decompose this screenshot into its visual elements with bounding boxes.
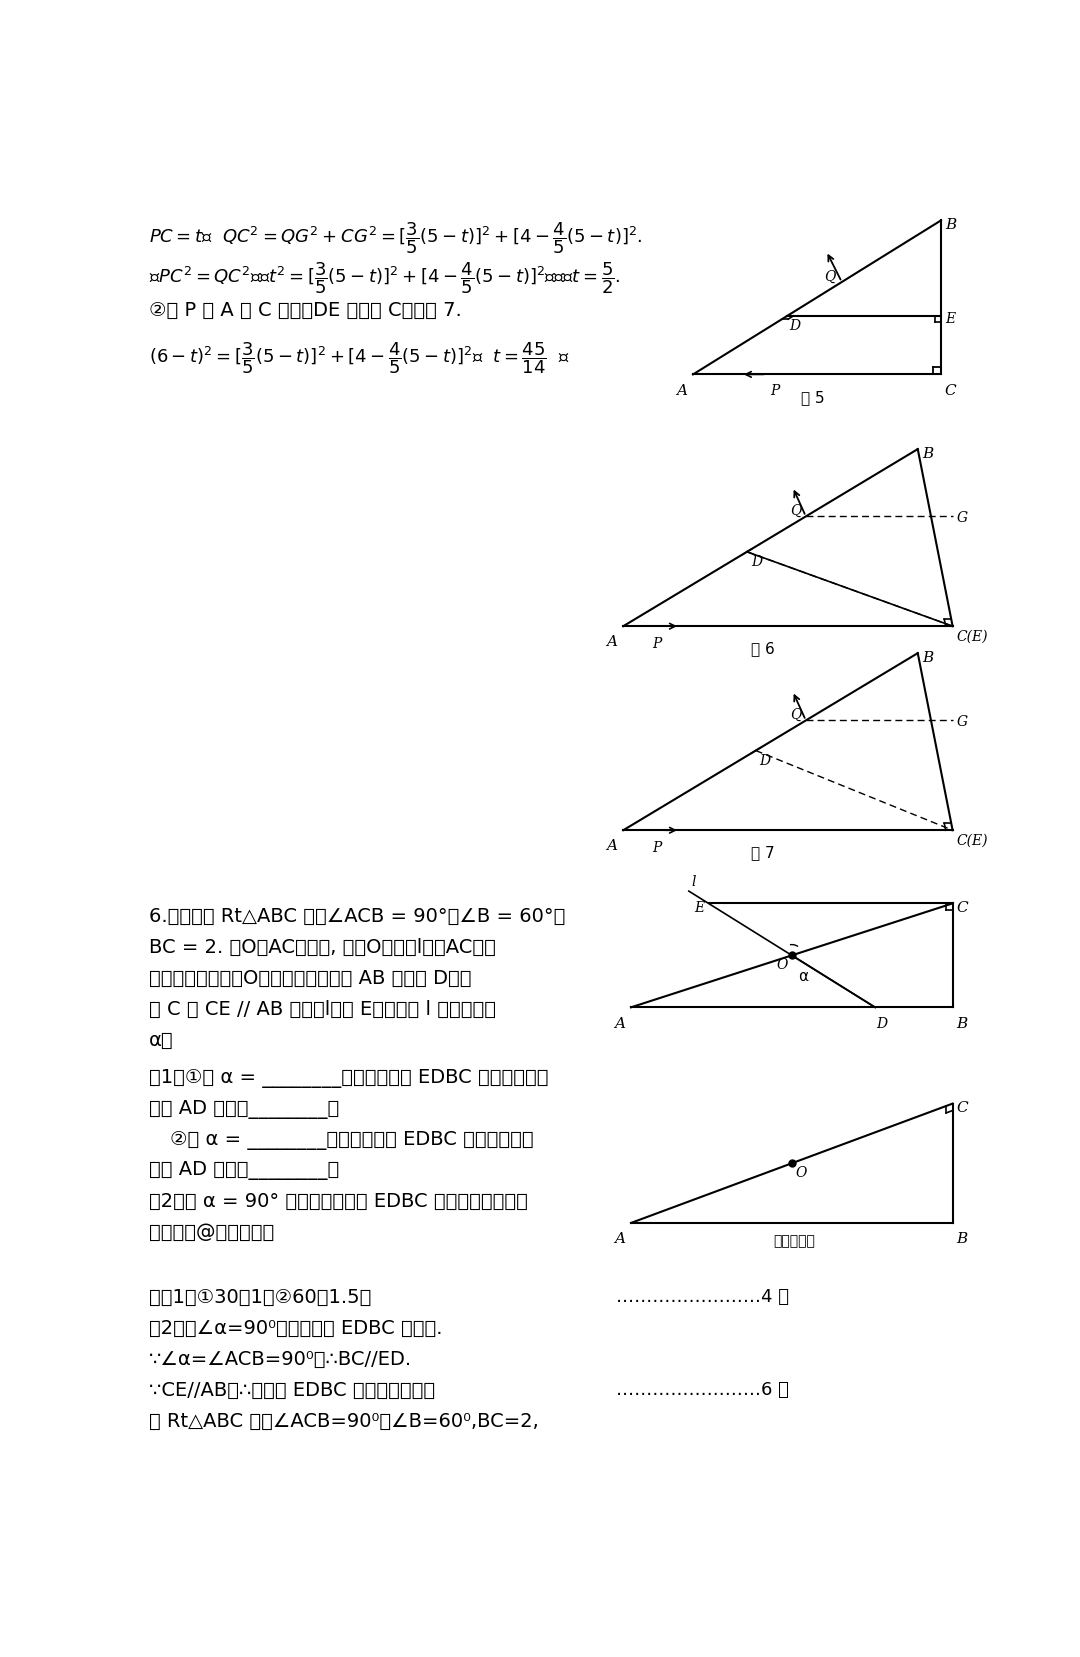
Text: BC = 2. 点O是AC的中点, 过点O的直线l从与AC重合: BC = 2. 点O是AC的中点, 过点O的直线l从与AC重合 bbox=[149, 938, 496, 958]
Text: A: A bbox=[613, 1017, 625, 1031]
Text: B: B bbox=[957, 1233, 968, 1246]
Text: A: A bbox=[606, 635, 617, 650]
Text: 明理由．@简单初中生: 明理由．@简单初中生 bbox=[149, 1223, 274, 1243]
Text: 的位置开始，绕点O作逆时针旋转，交 AB 边于点 D．过: 的位置开始，绕点O作逆时针旋转，交 AB 边于点 D．过 bbox=[149, 969, 472, 988]
Text: C(E): C(E) bbox=[957, 630, 988, 643]
Text: D: D bbox=[877, 1017, 888, 1031]
Text: α．: α． bbox=[149, 1031, 174, 1049]
Text: ∵∠α=∠ACB=90⁰，∴BC//ED.: ∵∠α=∠ACB=90⁰，∴BC//ED. bbox=[149, 1350, 413, 1369]
Text: E: E bbox=[945, 312, 955, 326]
Text: D: D bbox=[789, 318, 800, 333]
Text: 此时 AD 的长为________；: 此时 AD 的长为________； bbox=[149, 1100, 339, 1118]
Text: 图 5: 图 5 bbox=[801, 389, 825, 404]
Text: A: A bbox=[606, 840, 617, 853]
Text: G: G bbox=[957, 714, 968, 729]
Text: O: O bbox=[796, 1165, 807, 1180]
Text: D: D bbox=[751, 555, 762, 568]
Text: A: A bbox=[613, 1233, 625, 1246]
Text: （2）当∠α=90⁰时，四边形 EDBC 是菱形.: （2）当∠α=90⁰时，四边形 EDBC 是菱形. bbox=[149, 1319, 443, 1339]
Text: A: A bbox=[676, 384, 687, 398]
Text: B: B bbox=[946, 219, 957, 232]
Text: 图 6: 图 6 bbox=[751, 641, 774, 656]
Text: E: E bbox=[694, 901, 704, 915]
Text: （备用图）: （备用图） bbox=[773, 1234, 814, 1248]
Text: ②当 α = ________度时，四边形 EDBC 是直角梯形，: ②当 α = ________度时，四边形 EDBC 是直角梯形， bbox=[170, 1130, 534, 1150]
Text: P: P bbox=[770, 384, 780, 398]
Text: （2）当 α = 90° 时，判断四边形 EDBC 是否为菱形，并说: （2）当 α = 90° 时，判断四边形 EDBC 是否为菱形，并说 bbox=[149, 1191, 528, 1211]
Text: α: α bbox=[798, 969, 808, 984]
Text: 图 7: 图 7 bbox=[751, 845, 774, 860]
Text: $PC=t$，  $QC^2=QG^2+CG^2=[\dfrac{3}{5}(5-t)]^2+[4-\dfrac{4}{5}(5-t)]^2$.: $PC=t$， $QC^2=QG^2+CG^2=[\dfrac{3}{5}(5-… bbox=[149, 220, 643, 257]
Text: ……………………6 分: ……………………6 分 bbox=[616, 1380, 788, 1399]
Text: B: B bbox=[922, 447, 933, 461]
Text: l: l bbox=[692, 875, 697, 888]
Text: P: P bbox=[652, 842, 662, 855]
Text: B: B bbox=[922, 651, 933, 664]
Text: 此时 AD 的长为________；: 此时 AD 的长为________； bbox=[149, 1162, 339, 1180]
Text: ∵CE//AB，∴四边形 EDBC 是平行四边形．: ∵CE//AB，∴四边形 EDBC 是平行四边形． bbox=[149, 1380, 435, 1400]
Text: O: O bbox=[777, 958, 788, 971]
Text: $(6-t)^2=[\dfrac{3}{5}(5-t)]^2+[4-\dfrac{4}{5}(5-t)]^2$，  $t=\dfrac{45}{14}$  】: $(6-t)^2=[\dfrac{3}{5}(5-t)]^2+[4-\dfrac… bbox=[149, 341, 570, 376]
Text: C: C bbox=[945, 384, 957, 398]
Text: C(E): C(E) bbox=[957, 833, 988, 847]
Text: C: C bbox=[957, 1102, 968, 1115]
Text: 解（1）①30，1；②60，1.5；: 解（1）①30，1；②60，1.5； bbox=[149, 1289, 372, 1307]
Text: Q: Q bbox=[789, 504, 801, 519]
Text: 点 C 作 CE // AB 交直线l于点 E，设直线 l 的旋转角为: 点 C 作 CE // AB 交直线l于点 E，设直线 l 的旋转角为 bbox=[149, 999, 496, 1019]
Text: G: G bbox=[957, 510, 968, 525]
Text: ②点 P 由 A 向 C 运动，DE 经过点 C，如图 7.: ②点 P 由 A 向 C 运动，DE 经过点 C，如图 7. bbox=[149, 300, 462, 320]
Text: D: D bbox=[759, 754, 771, 767]
Text: P: P bbox=[652, 636, 662, 651]
Text: 在 Rt△ABC 中，∠ACB=90⁰，∠B=60⁰,BC=2,: 在 Rt△ABC 中，∠ACB=90⁰，∠B=60⁰,BC=2, bbox=[149, 1412, 539, 1430]
Text: ……………………4 分: ……………………4 分 bbox=[616, 1289, 788, 1306]
Text: C: C bbox=[957, 901, 968, 915]
Text: 由$PC^2=QC^2$，得$t^2=[\dfrac{3}{5}(5-t)]^2+[4-\dfrac{4}{5}(5-t)]^2$，解得$t=\dfrac{5}: 由$PC^2=QC^2$，得$t^2=[\dfrac{3}{5}(5-t)]^2… bbox=[149, 260, 621, 297]
Text: B: B bbox=[957, 1017, 968, 1031]
Text: 6.如图，在 Rt△ABC 中，∠ACB = 90°，∠B = 60°，: 6.如图，在 Rt△ABC 中，∠ACB = 90°，∠B = 60°， bbox=[149, 908, 565, 926]
Text: Q: Q bbox=[789, 708, 801, 722]
Text: （1）①当 α = ________度时，四边形 EDBC 是等腰梯形，: （1）①当 α = ________度时，四边形 EDBC 是等腰梯形， bbox=[149, 1069, 549, 1089]
Text: Q: Q bbox=[824, 270, 836, 285]
